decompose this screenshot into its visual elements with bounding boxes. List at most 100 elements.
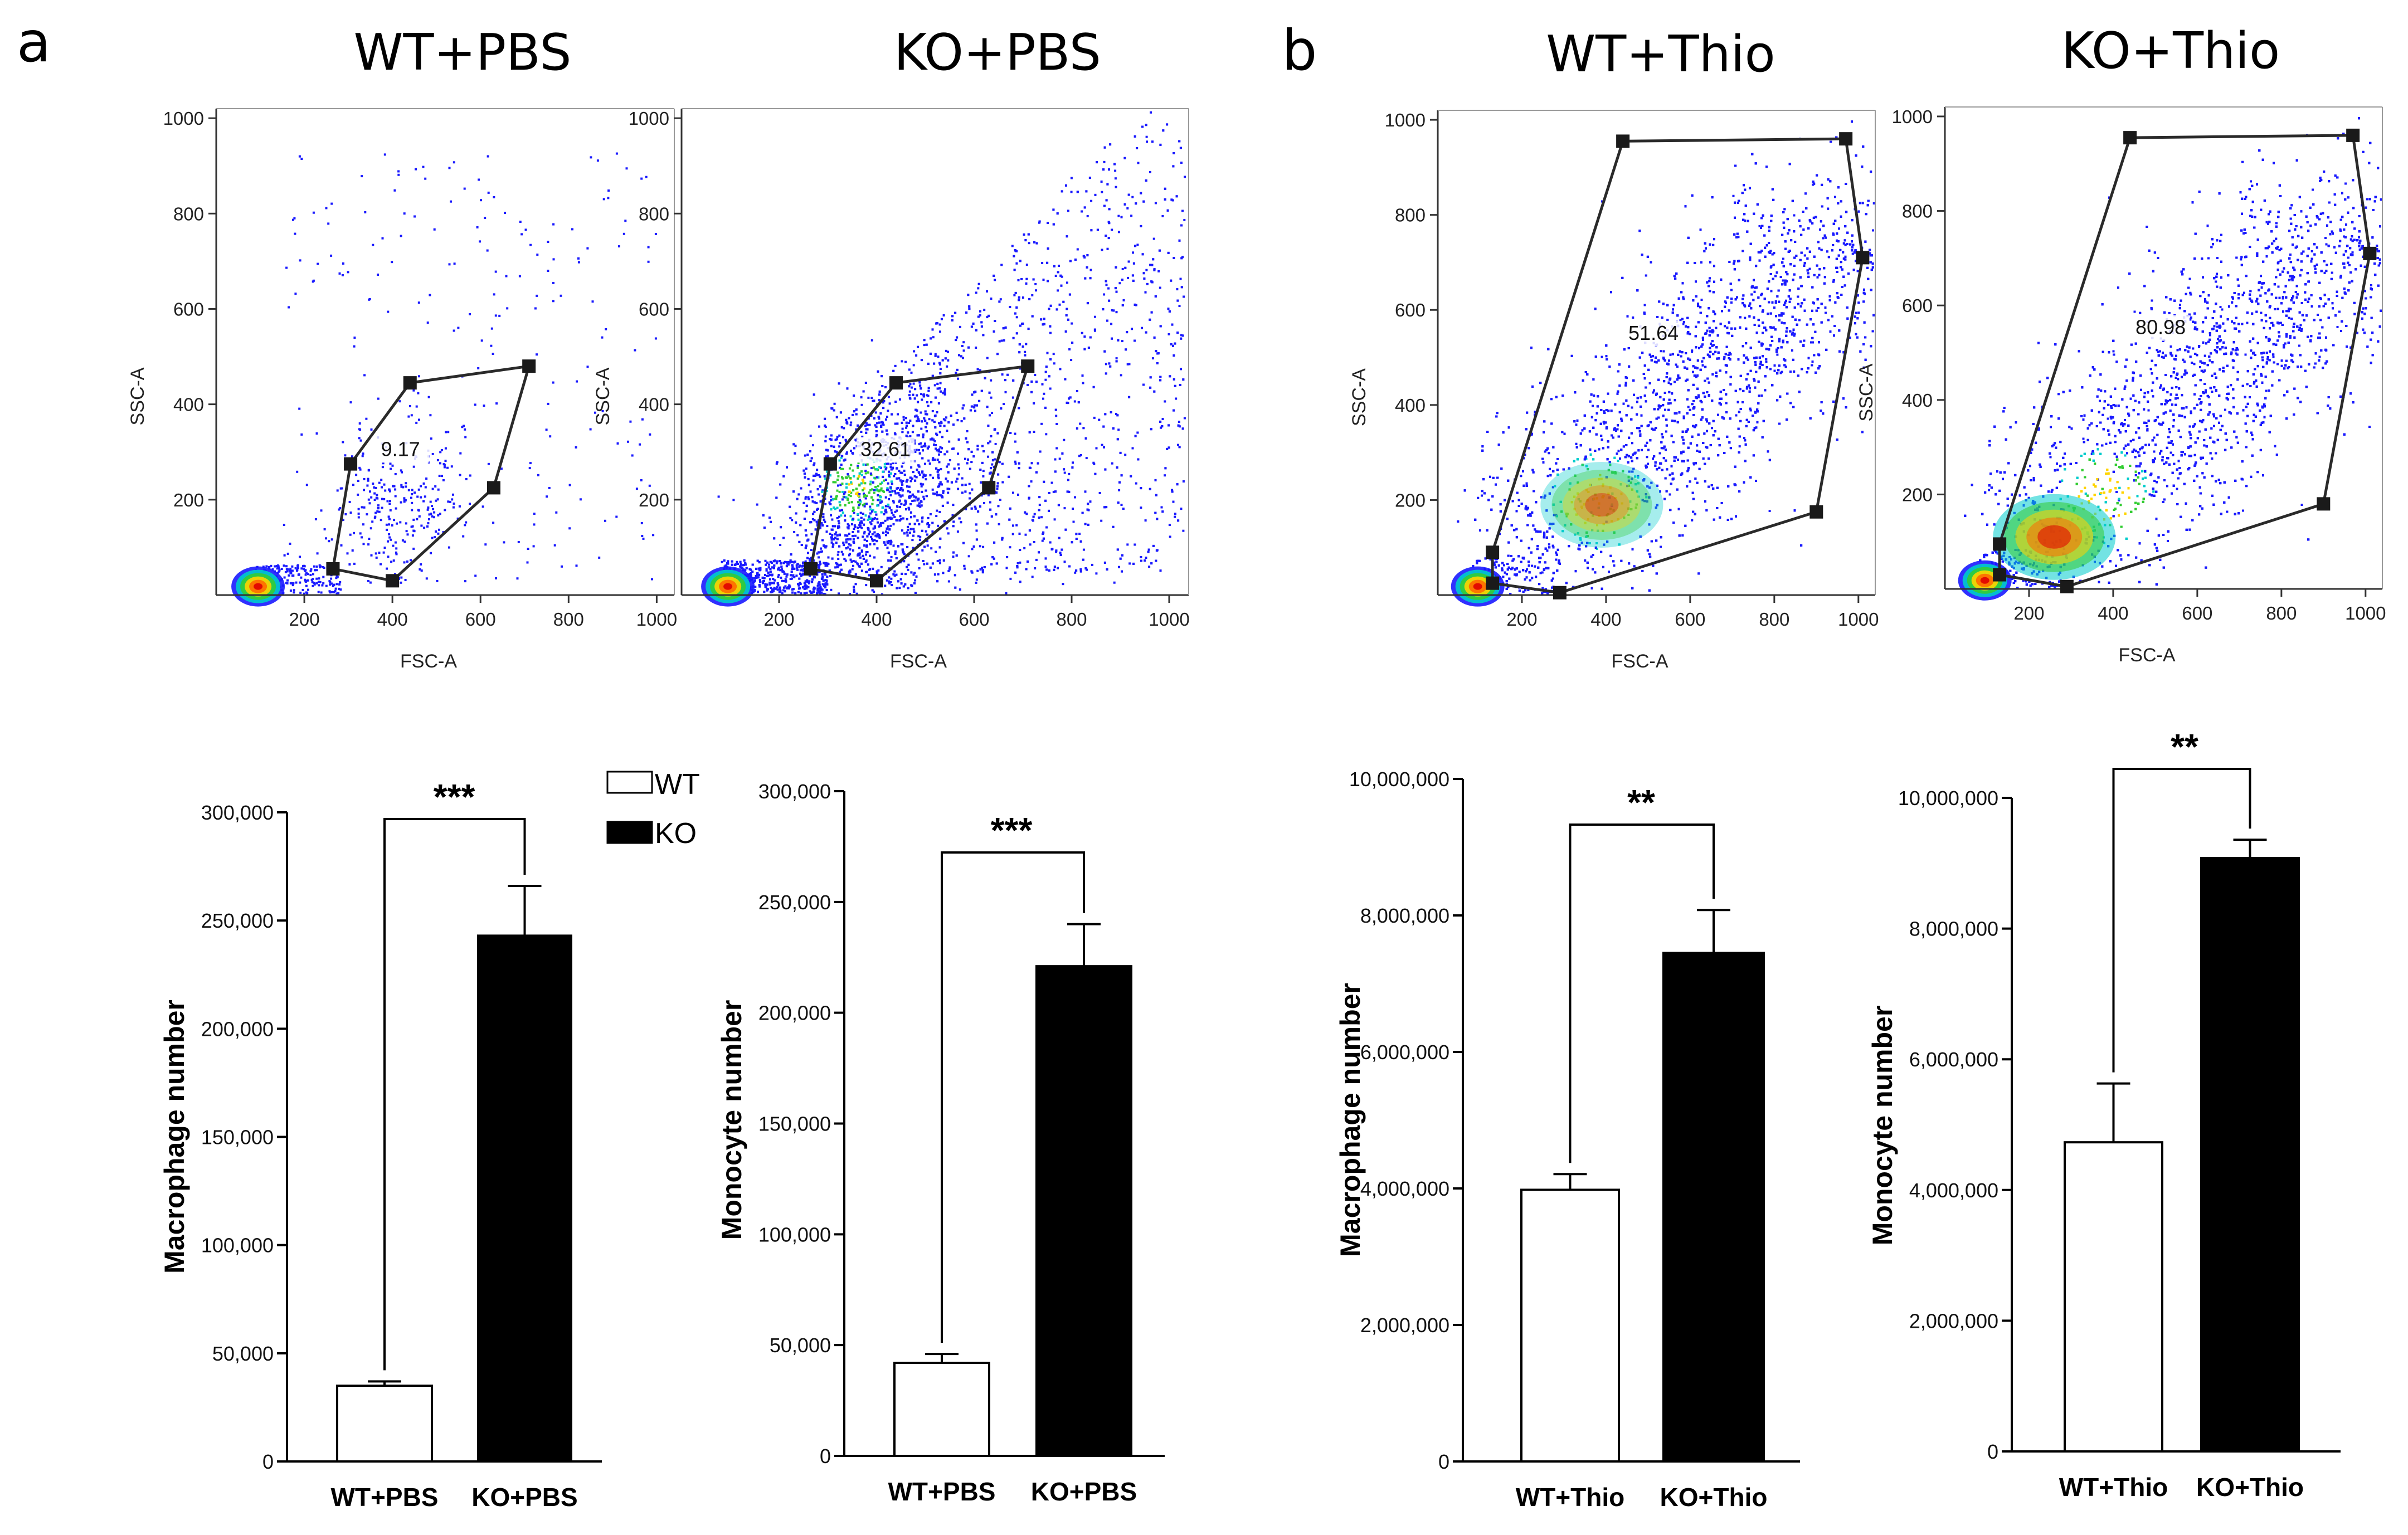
event-dot <box>402 486 405 489</box>
event-dot <box>956 368 959 371</box>
event-dot <box>344 513 347 515</box>
event-dot <box>1063 561 1066 563</box>
event-dot <box>770 591 772 593</box>
event-dot <box>430 552 432 554</box>
event-dot <box>840 426 843 428</box>
event-dot <box>903 532 906 535</box>
event-dot <box>892 573 895 576</box>
event-dot <box>869 512 872 515</box>
event-dot <box>392 485 395 488</box>
event-dot <box>893 515 896 518</box>
event-dot <box>1004 391 1007 393</box>
event-dot <box>986 357 989 359</box>
event-dot <box>741 567 743 569</box>
event-dot <box>330 254 333 257</box>
event-dot <box>1072 508 1074 510</box>
event-dot <box>837 520 840 522</box>
event-dot <box>262 566 265 568</box>
event-dot <box>1074 496 1076 499</box>
event-dot <box>407 489 410 491</box>
event-dot <box>786 587 789 589</box>
event-dot <box>907 568 909 571</box>
event-dot <box>1043 392 1045 395</box>
event-dot <box>411 509 414 511</box>
event-dot <box>898 494 901 496</box>
event-dot <box>1038 496 1041 499</box>
event-dot <box>330 577 333 580</box>
event-dot <box>1173 378 1175 381</box>
event-dot <box>464 428 466 431</box>
event-dot <box>1015 250 1018 252</box>
event-dot <box>892 501 895 504</box>
event-dot <box>838 434 841 437</box>
event-dot <box>987 494 990 496</box>
event-dot <box>476 226 479 228</box>
event-dot <box>359 532 362 535</box>
event-dot <box>853 447 855 450</box>
event-dot <box>782 586 785 589</box>
event-dot <box>1177 444 1179 446</box>
event-dot <box>1008 475 1010 478</box>
event-dot <box>1153 390 1156 393</box>
event-dot <box>1118 566 1120 568</box>
event-dot <box>976 445 979 447</box>
event-dot <box>1177 519 1180 522</box>
event-dot <box>947 580 950 583</box>
event-dot <box>857 554 859 557</box>
event-dot <box>791 568 794 571</box>
event-dot <box>962 349 965 352</box>
event-dot <box>927 405 930 407</box>
event-dot <box>1121 554 1123 557</box>
event-dot <box>986 406 989 408</box>
event-dot <box>1049 387 1052 390</box>
event-dot <box>835 542 838 544</box>
event-dot <box>615 515 618 518</box>
event-dot <box>892 523 895 525</box>
event-dot <box>381 486 383 489</box>
event-dot <box>1128 396 1131 398</box>
event-dot <box>1178 140 1181 143</box>
event-dot <box>1145 269 1148 271</box>
event-dot <box>855 488 858 490</box>
event-dot <box>411 534 414 537</box>
event-dot <box>830 499 833 501</box>
event-dot <box>1135 304 1137 306</box>
event-dot <box>392 544 395 547</box>
event-dot <box>1106 183 1109 186</box>
event-dot <box>1014 291 1017 294</box>
event-dot <box>920 500 922 503</box>
event-dot <box>861 435 864 438</box>
event-dot <box>453 262 456 265</box>
event-dot <box>1111 462 1113 465</box>
event-dot <box>770 562 773 564</box>
event-dot <box>745 567 748 569</box>
event-dot <box>938 562 941 564</box>
event-dot <box>1083 335 1086 338</box>
event-dot <box>406 560 408 563</box>
event-dot <box>607 189 610 192</box>
event-dot <box>424 495 426 498</box>
event-dot <box>859 524 862 527</box>
event-dot <box>886 416 888 418</box>
event-dot <box>305 591 308 594</box>
event-dot <box>920 504 923 507</box>
event-dot <box>1156 362 1159 364</box>
event-dot <box>469 474 471 477</box>
event-dot <box>1170 198 1173 201</box>
event-dot <box>937 485 940 488</box>
event-dot <box>860 482 863 485</box>
event-dot <box>836 506 839 509</box>
event-dot <box>742 564 745 567</box>
event-dot <box>537 474 539 476</box>
event-dot <box>886 579 888 582</box>
event-dot <box>441 475 443 477</box>
event-dot <box>1074 571 1077 574</box>
event-dot <box>305 572 308 574</box>
event-dot <box>922 449 924 452</box>
event-dot <box>878 466 881 469</box>
event-dot <box>930 337 932 340</box>
event-dot <box>980 325 983 328</box>
event-dot <box>924 420 927 422</box>
event-dot <box>405 530 408 533</box>
event-dot <box>928 462 931 465</box>
